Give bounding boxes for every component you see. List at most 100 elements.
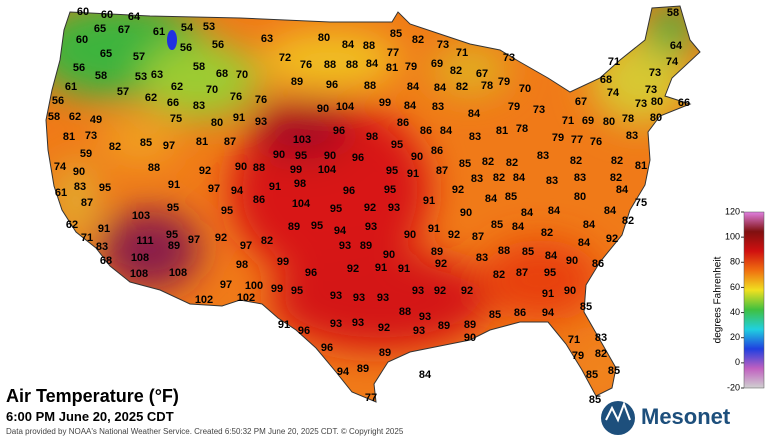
station-temperature: 79: [498, 76, 510, 88]
station-temperature: 89: [438, 320, 450, 332]
station-temperature: 86: [514, 307, 526, 319]
station-temperature: 99: [271, 283, 283, 295]
station-temperature: 77: [571, 134, 583, 146]
station-temperature: 97: [220, 279, 232, 291]
station-temperature: 67: [118, 24, 130, 36]
station-temperature: 88: [498, 245, 510, 257]
station-temperature: 70: [236, 69, 248, 81]
logo: Mesonet: [601, 401, 731, 435]
station-temperature: 93: [330, 318, 342, 330]
station-temperature: 82: [595, 348, 607, 360]
station-temperature: 64: [670, 40, 683, 52]
station-temperature: 92: [448, 229, 460, 241]
station-temperature: 95: [295, 150, 307, 162]
station-temperature: 84: [440, 125, 453, 137]
station-temperature: 93: [365, 221, 377, 233]
station-temperature: 87: [436, 165, 448, 177]
station-temperature: 96: [326, 79, 338, 91]
station-temperature: 83: [574, 172, 586, 184]
station-temperature: 68: [600, 74, 612, 86]
station-temperature: 84: [434, 82, 447, 94]
station-temperature: 91: [428, 223, 440, 235]
station-temperature: 63: [261, 33, 273, 45]
station-temperature: 60: [76, 34, 88, 46]
station-temperature: 78: [481, 80, 493, 92]
station-temperature: 88: [148, 162, 160, 174]
station-temperature: 111: [136, 235, 153, 247]
station-temperature: 93: [413, 325, 425, 337]
station-temperature: 84: [342, 39, 355, 51]
colorbar-tick-label: 60: [730, 282, 740, 292]
station-temperature: 84: [545, 250, 558, 262]
station-temperature: 90: [411, 151, 423, 163]
station-temperature: 64: [128, 11, 141, 23]
station-temperature: 88: [346, 59, 358, 71]
station-temperature: 83: [537, 150, 549, 162]
station-temperature: 99: [277, 256, 289, 268]
station-temperature: 91: [233, 112, 245, 124]
colorbar-tick-label: -20: [727, 382, 740, 392]
station-temperature: 71: [456, 47, 468, 59]
station-temperature: 79: [552, 132, 564, 144]
station-temperature: 104: [336, 101, 355, 113]
station-temperature: 82: [450, 65, 462, 77]
station-temperature: 75: [635, 197, 647, 209]
station-temperature: 78: [516, 123, 528, 135]
station-temperature: 86: [253, 194, 265, 206]
station-temperature: 80: [211, 117, 223, 129]
credit: Data provided by NOAA's National Weather…: [6, 427, 404, 436]
station-temperature: 93: [352, 317, 364, 329]
station-temperature: 97: [188, 234, 200, 246]
station-temperature: 73: [635, 98, 647, 110]
station-temperature: 95: [166, 229, 178, 241]
station-temperature: 73: [645, 84, 657, 96]
station-temperature: 83: [471, 173, 483, 185]
station-temperature: 80: [651, 96, 663, 108]
station-temperature: 103: [293, 134, 311, 146]
station-temperature: 82: [570, 155, 582, 167]
station-temperature: 91: [98, 223, 110, 235]
station-temperature: 61: [55, 187, 67, 199]
station-temperature: 81: [196, 136, 208, 148]
station-temperature: 91: [407, 168, 419, 180]
station-temperature: 82: [109, 141, 121, 153]
station-temperature: 96: [352, 152, 364, 164]
station-temperature: 84: [513, 172, 526, 184]
station-temperature: 84: [366, 58, 379, 70]
station-temperature: 62: [171, 81, 183, 93]
station-temperature: 92: [199, 165, 211, 177]
station-temperature: 73: [649, 67, 661, 79]
station-temperature: 91: [423, 195, 435, 207]
colorbar: degrees Fahrenheit -20 0 20 40 60 80 100 120: [713, 206, 765, 392]
station-temperature: 79: [405, 61, 417, 73]
station-temperature: 80: [603, 116, 615, 128]
station-temperature: 53: [203, 21, 215, 33]
station-temperature: 90: [404, 229, 416, 241]
station-temperature: 85: [589, 394, 601, 406]
station-temperature: 56: [212, 39, 224, 51]
station-temperature: 83: [626, 130, 638, 142]
station-temperature: 89: [288, 221, 300, 233]
station-temperature: 76: [300, 59, 312, 71]
station-temperature: 92: [606, 233, 618, 245]
station-temperature: 74: [607, 87, 620, 99]
station-temperature: 81: [635, 160, 647, 172]
station-temperature: 95: [311, 220, 323, 232]
station-temperature: 63: [151, 69, 163, 81]
station-temperature: 62: [69, 111, 81, 123]
station-temperature: 98: [294, 178, 306, 190]
station-temperature: 77: [365, 392, 377, 404]
station-temperature: 76: [230, 91, 242, 103]
station-temperature: 85: [491, 219, 503, 231]
station-temperature: 92: [215, 232, 227, 244]
station-temperature: 56: [73, 62, 85, 74]
station-temperature: 61: [153, 26, 165, 38]
station-temperature: 85: [608, 365, 620, 377]
station-temperature: 83: [432, 101, 444, 113]
station-temperature: 95: [221, 205, 233, 217]
station-temperature: 70: [206, 84, 218, 96]
colorbar-tick-label: 120: [725, 206, 740, 216]
station-temperature: 91: [269, 181, 281, 193]
station-temperature: 100: [245, 280, 263, 292]
station-temperature: 84: [548, 205, 561, 217]
